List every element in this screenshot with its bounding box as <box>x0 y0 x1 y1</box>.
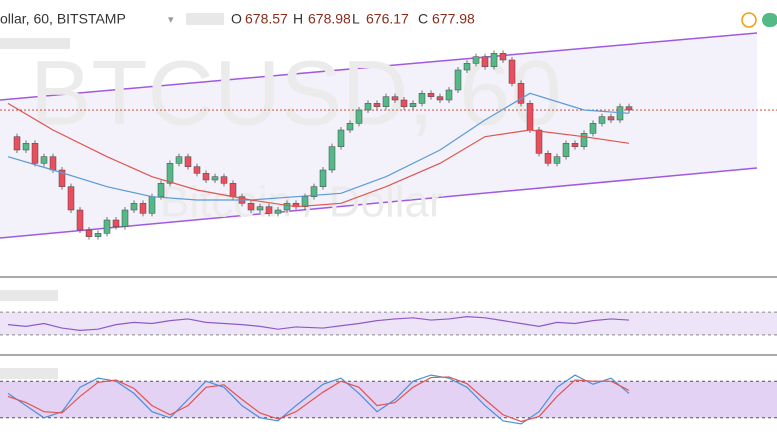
candle <box>454 69 462 91</box>
candle <box>526 103 534 131</box>
candle <box>598 116 606 124</box>
candle <box>490 53 498 67</box>
candle <box>40 156 48 164</box>
candle <box>427 93 435 97</box>
candle <box>517 83 525 104</box>
candle <box>436 96 444 101</box>
candle <box>607 116 615 121</box>
candle <box>76 209 84 231</box>
candle <box>472 56 480 64</box>
channel-fill <box>0 33 757 238</box>
candle <box>571 143 579 147</box>
ohlc-label: O <box>231 11 242 27</box>
moving-average <box>7 92 630 201</box>
stoch-band <box>0 381 777 418</box>
status-toggle[interactable] <box>762 13 777 27</box>
candle <box>256 206 264 211</box>
stoch-line <box>7 376 630 423</box>
candle <box>364 103 372 111</box>
candle <box>328 146 336 171</box>
candle <box>103 219 111 234</box>
rsi-line <box>7 316 630 331</box>
candle <box>544 153 552 164</box>
ohlc-value: 676.17 <box>366 11 409 27</box>
candle <box>355 109 363 124</box>
toolbar-buttons[interactable] <box>0 290 58 301</box>
candle <box>346 123 354 131</box>
candle <box>319 169 327 187</box>
candle <box>13 136 21 151</box>
channel-top <box>0 32 758 101</box>
candle <box>157 183 165 197</box>
candle <box>499 53 507 61</box>
candle <box>175 156 183 164</box>
candle <box>562 143 570 157</box>
candle <box>247 203 255 211</box>
candle <box>121 209 129 227</box>
moving-average <box>7 102 630 208</box>
candle <box>85 229 93 237</box>
ohlc-label: C <box>418 11 428 27</box>
candle <box>535 129 543 154</box>
candle <box>193 166 201 174</box>
candle <box>31 143 39 164</box>
ohlc-value: 678.57 <box>245 11 288 27</box>
candle <box>202 173 210 181</box>
toolbar <box>0 12 777 379</box>
candle <box>67 186 75 211</box>
candle <box>130 203 138 211</box>
candle <box>283 203 291 211</box>
candle <box>400 99 408 107</box>
candle <box>409 103 417 107</box>
candle <box>580 133 588 147</box>
toolbar-buttons[interactable] <box>0 38 70 49</box>
candle <box>211 176 219 181</box>
alert-icon[interactable] <box>741 12 757 28</box>
candle <box>508 59 516 84</box>
ohlc-label: L <box>352 11 360 27</box>
rsi-band <box>0 312 777 335</box>
candle <box>337 129 345 147</box>
candle <box>22 143 30 151</box>
candle <box>310 186 318 197</box>
candle <box>94 233 102 237</box>
candle <box>382 96 390 107</box>
symbol-title: ollar, 60, BITSTAMP <box>0 11 126 27</box>
dropdown-caret[interactable]: ▾ <box>168 14 174 26</box>
ohlc-value: 677.98 <box>432 11 475 27</box>
candle <box>445 89 453 101</box>
toolbar-buttons[interactable] <box>186 13 224 25</box>
candle <box>553 156 561 164</box>
candle <box>58 169 66 187</box>
candle <box>229 183 237 197</box>
candle <box>373 103 381 107</box>
candle <box>184 156 192 167</box>
candle <box>112 219 120 227</box>
ohlc-label: H <box>293 11 303 27</box>
candle <box>139 203 147 214</box>
candle <box>220 176 228 184</box>
toolbar-buttons[interactable] <box>0 368 58 379</box>
candle <box>274 209 282 214</box>
candle <box>463 63 471 71</box>
candle <box>166 163 174 184</box>
candle <box>625 106 633 111</box>
candle <box>481 56 489 67</box>
candle <box>391 96 399 101</box>
candle <box>49 156 57 171</box>
candle <box>301 196 309 207</box>
ohlc-value: 678.98 <box>308 11 351 27</box>
candle <box>589 123 597 134</box>
candle <box>418 93 426 104</box>
candle <box>265 206 273 214</box>
candle <box>148 196 156 214</box>
